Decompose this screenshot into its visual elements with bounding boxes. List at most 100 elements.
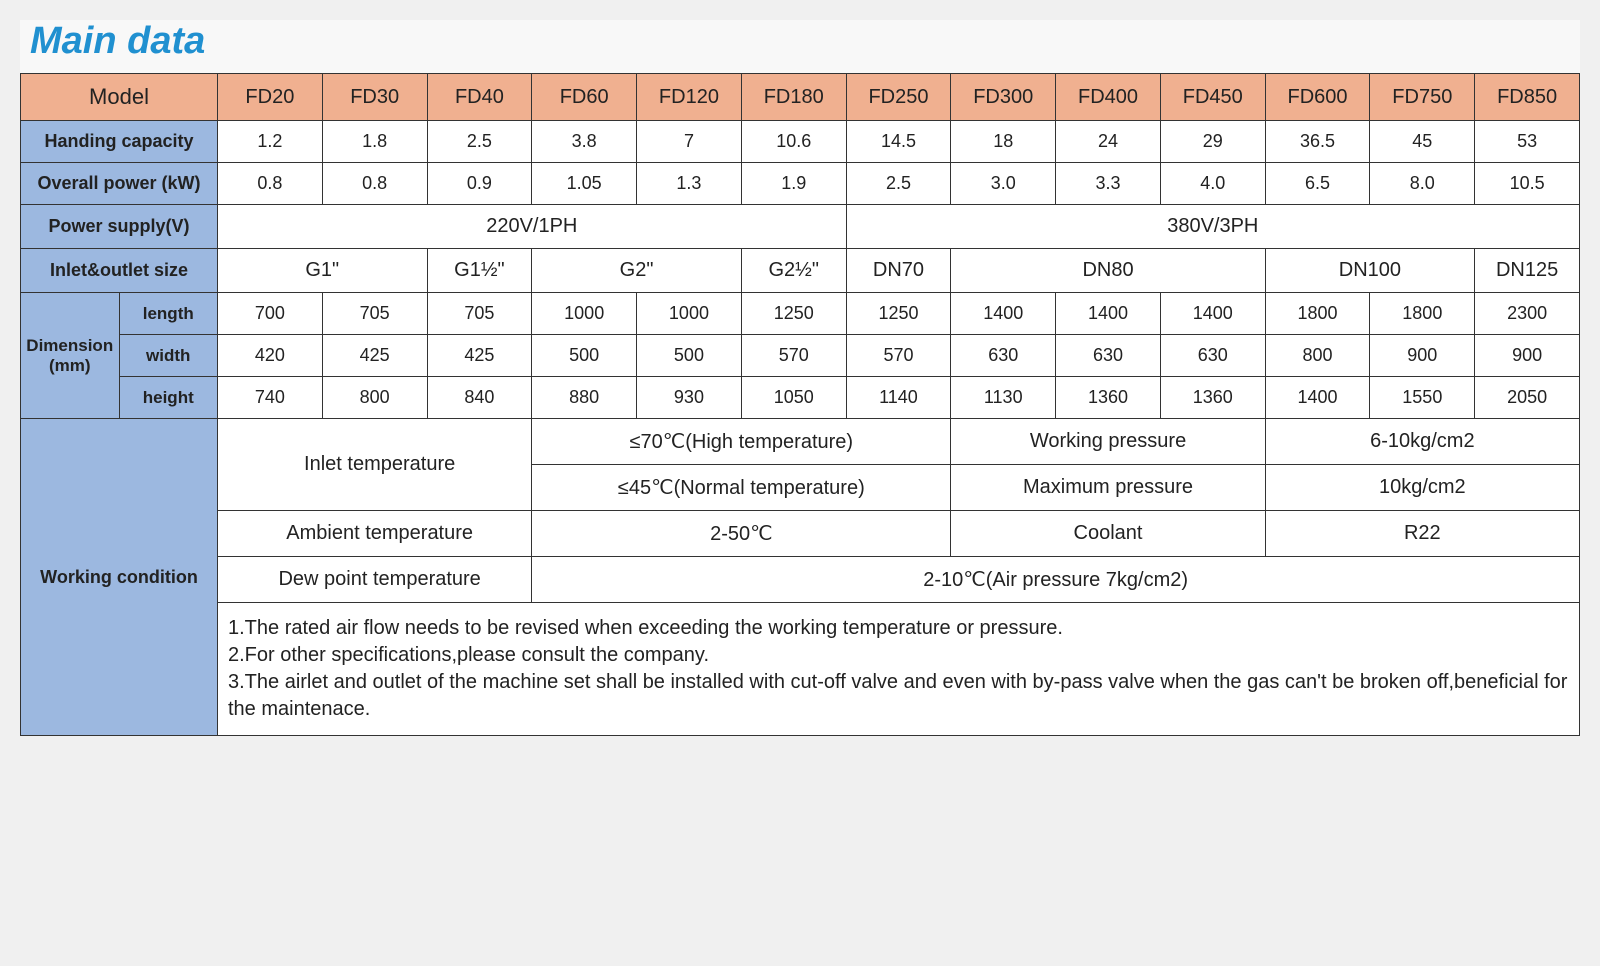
data-cell: 1400: [1160, 293, 1265, 335]
data-cell: 1360: [1056, 377, 1161, 419]
data-cell: 53: [1475, 121, 1580, 163]
label-max-pressure: Maximum pressure: [951, 465, 1265, 511]
data-cell: ≤70℃(High temperature): [532, 419, 951, 465]
data-cell: 1.05: [532, 163, 637, 205]
data-cell: 1.9: [741, 163, 846, 205]
row-dim-width: width 420 425 425 500 500 570 570 630 63…: [21, 335, 1580, 377]
data-cell: 425: [427, 335, 532, 377]
data-cell: 420: [218, 335, 323, 377]
model-cell: FD20: [218, 74, 323, 121]
model-cell: FD180: [741, 74, 846, 121]
data-cell: 930: [637, 377, 742, 419]
data-cell: G2½": [741, 249, 846, 293]
data-cell: 1550: [1370, 377, 1475, 419]
label-supply: Power supply(V): [21, 205, 218, 249]
data-cell: 1140: [846, 377, 951, 419]
model-cell: FD850: [1475, 74, 1580, 121]
row-models: Model FD20 FD30 FD40 FD60 FD120 FD180 FD…: [21, 74, 1580, 121]
data-cell: DN80: [951, 249, 1265, 293]
data-cell: 900: [1370, 335, 1475, 377]
label-handing: Handing capacity: [21, 121, 218, 163]
spec-table: Model FD20 FD30 FD40 FD60 FD120 FD180 FD…: [20, 73, 1580, 736]
page-title: Main data: [20, 20, 1580, 63]
data-cell: 570: [741, 335, 846, 377]
data-cell: 0.8: [322, 163, 427, 205]
data-cell: 1.8: [322, 121, 427, 163]
data-cell: 630: [1160, 335, 1265, 377]
data-cell: 1250: [846, 293, 951, 335]
data-cell: 1250: [741, 293, 846, 335]
data-cell: 45: [1370, 121, 1475, 163]
data-cell: 900: [1475, 335, 1580, 377]
row-size: Inlet&outlet size G1" G1½" G2" G2½" DN70…: [21, 249, 1580, 293]
data-cell: 29: [1160, 121, 1265, 163]
note-line: 1.The rated air flow needs to be revised…: [228, 615, 1569, 642]
data-cell: 3.8: [532, 121, 637, 163]
data-cell: 740: [218, 377, 323, 419]
data-cell: 1130: [951, 377, 1056, 419]
data-cell: 800: [1265, 335, 1370, 377]
model-cell: FD600: [1265, 74, 1370, 121]
data-cell: 425: [322, 335, 427, 377]
data-cell: 0.9: [427, 163, 532, 205]
data-cell: 1800: [1370, 293, 1475, 335]
data-cell: 1.2: [218, 121, 323, 163]
data-cell: 630: [951, 335, 1056, 377]
row-power: Overall power (kW) 0.8 0.8 0.9 1.05 1.3 …: [21, 163, 1580, 205]
label-working-condition: Working condition: [21, 419, 218, 736]
data-cell: 4.0: [1160, 163, 1265, 205]
label-ambient-temperature: Ambient temperature: [218, 511, 532, 557]
label-working-pressure: Working pressure: [951, 419, 1265, 465]
data-cell: 705: [427, 293, 532, 335]
data-cell: 1.3: [637, 163, 742, 205]
row-dim-length: Dimension (mm) length 700 705 705 1000 1…: [21, 293, 1580, 335]
data-cell: ≤45℃(Normal temperature): [532, 465, 951, 511]
data-cell: 2300: [1475, 293, 1580, 335]
data-cell: 800: [322, 377, 427, 419]
model-cell: FD250: [846, 74, 951, 121]
label-coolant: Coolant: [951, 511, 1265, 557]
data-cell: 6.5: [1265, 163, 1370, 205]
data-cell: 18: [951, 121, 1056, 163]
data-cell: G1½": [427, 249, 532, 293]
label-width: width: [119, 335, 218, 377]
model-cell: FD60: [532, 74, 637, 121]
notes-cell: 1.The rated air flow needs to be revised…: [218, 603, 1580, 736]
data-cell: 2-50℃: [532, 511, 951, 557]
row-ambient: Ambient temperature 2-50℃ Coolant R22: [21, 511, 1580, 557]
note-line: 2.For other specifications,please consul…: [228, 642, 1569, 669]
label-dew-point: Dew point temperature: [218, 557, 532, 603]
data-cell: 500: [532, 335, 637, 377]
data-cell: 1000: [532, 293, 637, 335]
model-cell: FD750: [1370, 74, 1475, 121]
data-cell: R22: [1265, 511, 1579, 557]
data-cell: 0.8: [218, 163, 323, 205]
row-supply: Power supply(V) 220V/1PH 380V/3PH: [21, 205, 1580, 249]
data-cell: 1800: [1265, 293, 1370, 335]
data-cell: 2.5: [427, 121, 532, 163]
data-cell: 14.5: [846, 121, 951, 163]
data-cell: 8.0: [1370, 163, 1475, 205]
row-notes: 1.The rated air flow needs to be revised…: [21, 603, 1580, 736]
row-handing: Handing capacity 1.2 1.8 2.5 3.8 7 10.6 …: [21, 121, 1580, 163]
data-cell: DN100: [1265, 249, 1475, 293]
data-cell: 1400: [1265, 377, 1370, 419]
data-cell: DN125: [1475, 249, 1580, 293]
model-cell: FD30: [322, 74, 427, 121]
data-cell: 36.5: [1265, 121, 1370, 163]
data-cell: 7: [637, 121, 742, 163]
data-cell: 1400: [1056, 293, 1161, 335]
row-inlet-hi: Working condition Inlet temperature ≤70℃…: [21, 419, 1580, 465]
data-cell: 10.5: [1475, 163, 1580, 205]
label-dimension: Dimension (mm): [21, 293, 120, 419]
label-model: Model: [21, 74, 218, 121]
data-cell: 2-10℃(Air pressure 7kg/cm2): [532, 557, 1580, 603]
data-cell: 700: [218, 293, 323, 335]
model-cell: FD120: [637, 74, 742, 121]
data-cell: 3.0: [951, 163, 1056, 205]
data-cell: 2050: [1475, 377, 1580, 419]
data-cell: 705: [322, 293, 427, 335]
data-cell: 24: [1056, 121, 1161, 163]
data-cell: 10.6: [741, 121, 846, 163]
data-cell: 10kg/cm2: [1265, 465, 1579, 511]
